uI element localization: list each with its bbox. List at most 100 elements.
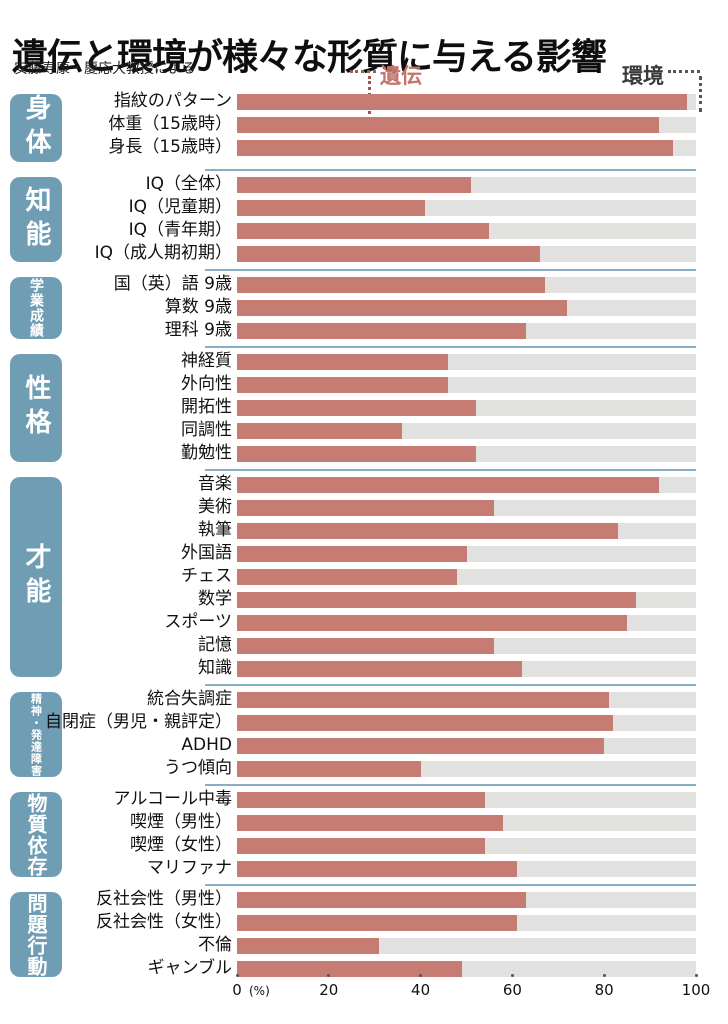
environment-bar-segment [237,500,696,516]
chart-row: IQ（青年期） [62,221,696,240]
axis-tick-dot [327,974,331,977]
chart-row: 数学 [62,589,696,609]
trait-label: チェス [181,566,232,586]
genetics-bar-segment [237,961,462,977]
genetics-bar-segment [237,715,614,731]
chart-row: 知識 [62,658,696,678]
chart-row: チェス [62,566,696,586]
genetics-bar-segment [237,761,421,777]
genetics-bar-segment [237,615,628,631]
axis-tick-label: 100 [681,981,711,999]
axis-tick-dot [694,974,698,977]
section-rows: IQ（全体） IQ（児童期） IQ（青年期） IQ（成人期初期） [62,175,696,263]
category-box: 物質依存 [10,792,62,877]
category-label: 問題行動 [24,892,48,977]
category-section: 性格 神経質 外向性 開拓性 同調性 勤勉性 [10,352,696,463]
chart-row: 算数 9歳 [62,298,696,317]
genetics-bar-segment [237,838,485,854]
section-rows: 国（英）語 9歳 算数 9歳 理科 9歳 [62,275,696,340]
category-box: 精神・発達障害 [10,692,62,777]
category-box: 問題行動 [10,892,62,977]
section-rows: 指紋のパターン 体重（15歳時） 身長（15歳時） [62,91,696,162]
axis-tick-label: 80 [594,981,614,999]
trait-label: 勤勉性 [181,443,232,463]
chart-row: 外国語 [62,544,696,563]
trait-label: マリファナ [147,858,232,878]
chart-row: IQ（児童期） [62,198,696,217]
axis-unit-label: (%) [249,984,270,998]
trait-label: 指紋のパターン [113,91,232,111]
genetics-bar-segment [237,477,660,493]
trait-label: 反社会性（男性） [96,889,232,909]
trait-label: ギャンブル [147,958,233,978]
genetics-bar-segment [237,400,476,416]
category-box: 才能 [10,477,62,677]
chart-row: 執筆 [62,520,696,540]
category-section: 知能 IQ（全体） IQ（児童期） IQ（青年期） IQ（成人期初期） [10,175,696,263]
environment-bar-segment [237,354,696,370]
trait-label: 美術 [198,497,232,517]
legend-genetics-label: 遺伝 [380,64,422,88]
genetics-bar-segment [237,323,527,339]
environment-leader-dots-horizontal [668,70,700,73]
chart-row: マリファナ [62,858,696,878]
category-box: 学業成績 [10,277,62,339]
environment-bar-segment [237,546,696,562]
environment-bar-segment [237,761,696,777]
trait-label: 喫煙（女性） [130,835,232,855]
trait-label: 体重（15歳時） [108,114,232,134]
trait-label: 統合失調症 [147,689,232,709]
environment-bar-segment [237,200,696,216]
environment-bar-segment [237,117,696,133]
environment-bar-segment [237,140,696,156]
environment-bar-segment [237,246,696,262]
section-separator [205,346,696,348]
genetics-bar-segment [237,523,618,539]
category-section: 身体 指紋のパターン 体重（15歳時） 身長（15歳時） [10,91,696,162]
trait-label: 知識 [198,658,232,678]
genetics-bar-segment [237,223,490,239]
chart-row: スポーツ [62,613,696,632]
environment-bar-segment [237,838,696,854]
genetics-bar-segment [237,892,527,908]
trait-label: ADHD [181,735,232,755]
axis-tick-dot [235,974,239,977]
trait-label: 執筆 [198,520,232,540]
trait-label: 不倫 [198,935,232,955]
environment-bar-segment [237,638,696,654]
axis-tick-dot [419,974,423,977]
chart-row: 美術 [62,497,696,517]
environment-bar-segment [237,400,696,416]
trait-label: IQ（成人期初期） [94,243,232,263]
environment-bar-segment [237,223,696,239]
chart-source: 安藤寿康・慶応大教授による [14,61,196,77]
genetics-bar-segment [237,661,522,677]
genetics-bar-segment [237,500,495,516]
section-separator [205,784,696,786]
section-separator [205,884,696,886]
category-box: 性格 [10,354,62,462]
environment-bar-segment [237,300,696,316]
genetics-bar-segment [237,300,568,316]
category-label: 才能 [21,543,51,611]
trait-label: 喫煙（男性） [130,812,232,832]
environment-bar-segment [237,615,696,631]
genetics-bar-segment [237,200,426,216]
category-section: 才能 音楽 美術 執筆 外国語 チェス 数学 スポーツ 記憶 知識 [10,475,696,678]
chart-row: 反社会性（男性） [62,889,696,909]
trait-label: 身長（15歳時） [108,137,232,157]
trait-label: 反社会性（女性） [96,912,232,932]
environment-bar-segment [237,423,696,439]
chart-row: 外向性 [62,375,696,394]
environment-bar-segment [237,792,696,808]
trait-label: 数学 [198,589,232,609]
chart-row: 喫煙（男性） [62,812,696,832]
trait-label: アルコール中毒 [113,789,233,809]
axis-tick-label: 60 [502,981,522,999]
environment-bar-segment [237,94,696,110]
category-section: 精神・発達障害 統合失調症 自閉症（男児・親評定） ADHD うつ傾向 [10,689,696,778]
chart-row: 喫煙（女性） [62,835,696,855]
category-section: 物質依存 アルコール中毒喫煙（男性） 喫煙（女性） マリファナ [10,789,696,878]
trait-label: 同調性 [181,420,232,440]
